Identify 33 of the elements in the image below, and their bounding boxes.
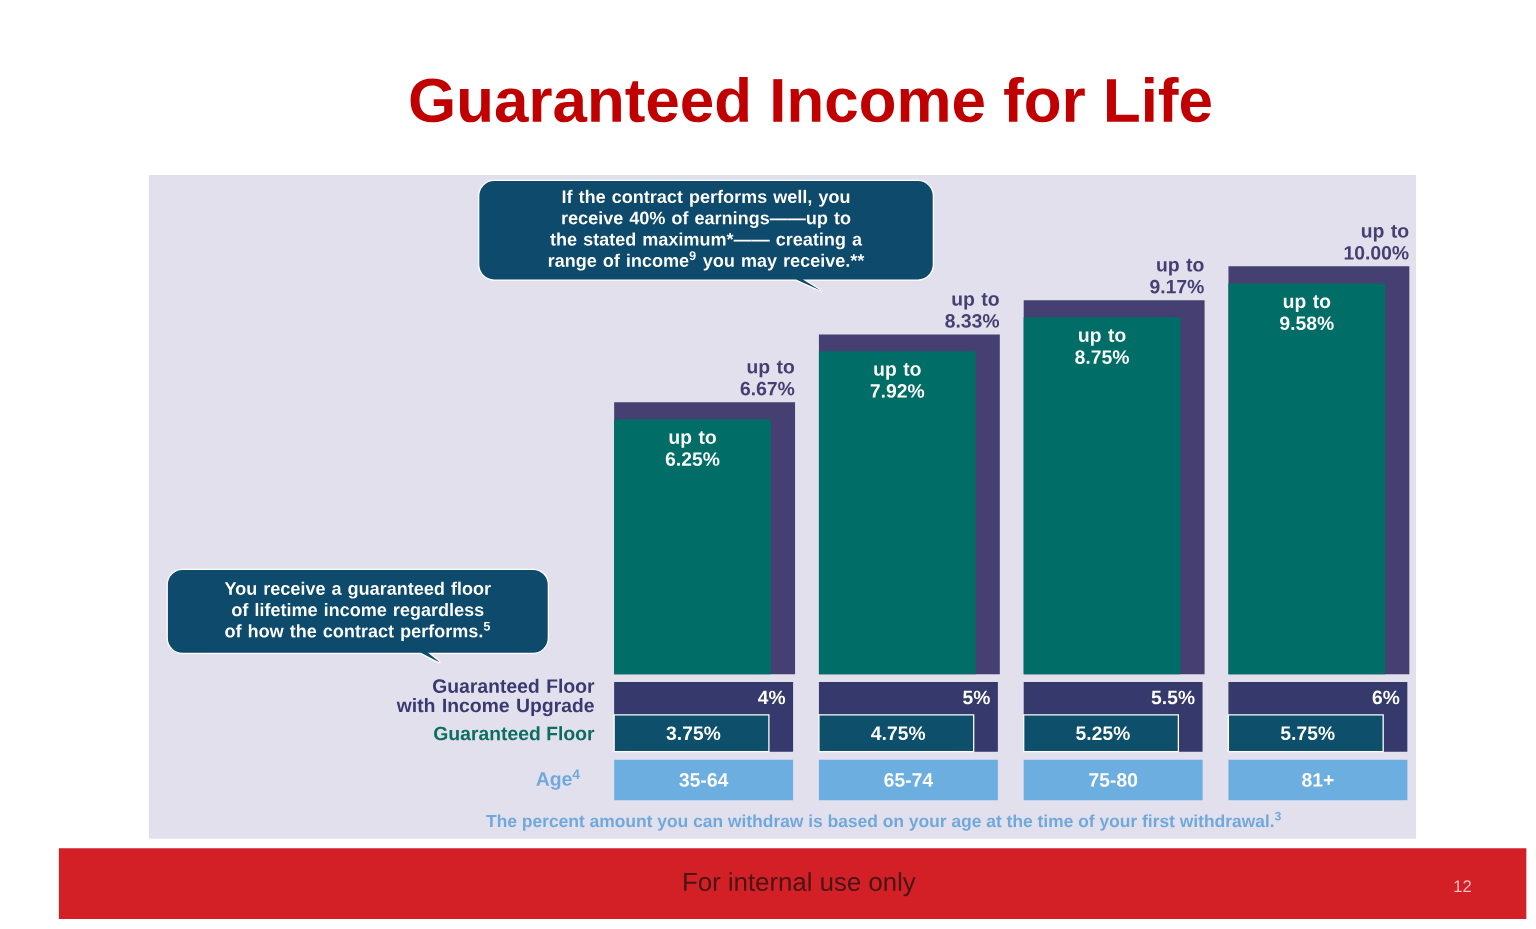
x-tick-label: 65-74 [884, 773, 934, 787]
x-axis-title: Age$^{4}$ [536, 769, 580, 790]
text: Guaranteed Floor with Income Upgrade [396, 678, 595, 717]
data-label: up to 8.33% [945, 293, 1000, 328]
text: You receive a guaranteed floor of lifetime income regardless of how the contract performs.$^{5}$ [224, 581, 491, 642]
text: 5.25% [1076, 726, 1130, 741]
x-tick-label: 35-64 [679, 773, 729, 787]
chart-title: Guaranteed Income for Life [410, 77, 1211, 123]
text: 4.75% [871, 726, 926, 741]
data-label: up to 9.17% [1150, 258, 1204, 294]
bar [818, 351, 976, 675]
bar [1228, 283, 1386, 675]
data-label: up to 6.25% [665, 431, 720, 467]
text: 5% [963, 690, 990, 705]
data-label: up to 10.00% [1344, 225, 1409, 260]
text: 5.75% [1280, 726, 1335, 741]
text: 6% [1372, 690, 1400, 705]
data-label: up to 8.75% [1075, 329, 1129, 365]
x-tick-label: 81+ [1302, 773, 1334, 787]
text: 5.5% [1151, 690, 1195, 705]
data-label: up to 6.67% [740, 360, 795, 396]
text: 3.75% [666, 726, 721, 741]
text: The percent amount you can withdraw is based on your age at the time of your first withdrawal.$^{3}$ [486, 811, 1281, 831]
bar [614, 419, 771, 675]
text: For internal use only [684, 872, 916, 897]
annotation: If the contract performs well, you receive 40% of earnings——up to the stated maximum*—— creating a range of income$^{9}$ you may receive.** [548, 190, 865, 271]
data-label: up to 7.92% [870, 363, 925, 398]
x-tick-label: 75-80 [1089, 773, 1138, 787]
bar [1023, 317, 1181, 675]
text: Guaranteed Floor [434, 726, 595, 741]
text: 4% [757, 690, 786, 705]
data-label: up to 9.58% [1280, 295, 1334, 331]
text: 12 [1454, 880, 1471, 893]
